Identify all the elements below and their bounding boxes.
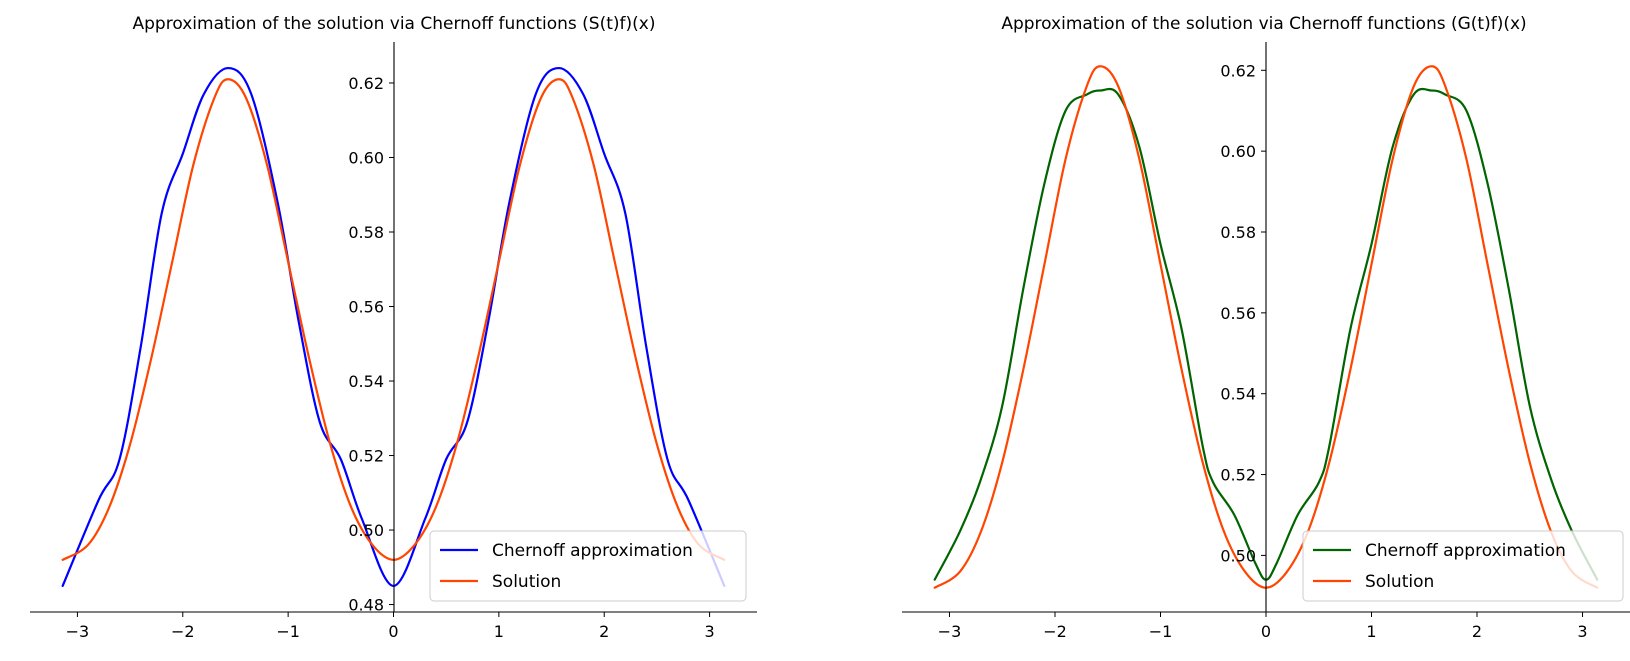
axes: −3 −2 −1 0 1 2 3 0.48 0.50 0.52 0.54 0.56 0.58 0.60 0.… — [30, 42, 757, 641]
chart-g: Approximation of the solution via Cherno… — [902, 14, 1630, 641]
x-tick-label: 0 — [1261, 622, 1271, 641]
y-tick-label: 0.58 — [1220, 223, 1256, 242]
axes: −3 −2 −1 0 1 2 3 0.50 0.52 0.54 0.56 0.58 0.60 0.62 — [902, 42, 1630, 641]
x-tick-label: −1 — [276, 622, 300, 641]
y-tick-label: 0.54 — [348, 372, 384, 391]
legend: Chernoff approximation Solution — [1302, 530, 1624, 602]
x-tick-label: 3 — [704, 622, 714, 641]
x-tick-label: 2 — [1472, 622, 1482, 641]
x-tick-label: 1 — [494, 622, 504, 641]
x-tick-label: 0 — [388, 622, 398, 641]
x-tick-label: 1 — [1366, 622, 1376, 641]
y-tick-label: 0.62 — [348, 74, 384, 93]
x-tick-label: −1 — [1149, 622, 1173, 641]
legend-label: Chernoff approximation — [1365, 541, 1566, 561]
y-tick-label: 0.56 — [1220, 304, 1256, 323]
x-tick-label: −3 — [938, 622, 962, 641]
legend-box — [1302, 530, 1624, 602]
legend-box — [429, 530, 747, 602]
chart-title: Approximation of the solution via Cherno… — [133, 14, 656, 34]
y-tick-label: 0.52 — [1220, 466, 1256, 485]
y-tick-label: 0.58 — [348, 223, 384, 242]
legend-label: Solution — [1365, 572, 1434, 592]
legend-label: Solution — [492, 572, 561, 592]
y-tick-label: 0.54 — [1220, 385, 1256, 404]
x-tick-label: −3 — [66, 622, 90, 641]
y-tick-label: 0.60 — [1220, 142, 1256, 161]
x-tick-label: −2 — [171, 622, 195, 641]
legend: Chernoff approximation Solution — [429, 530, 747, 602]
x-tick-label: 2 — [599, 622, 609, 641]
y-tick-label: 0.60 — [348, 148, 384, 167]
legend-label: Chernoff approximation — [492, 541, 693, 561]
y-tick-label: 0.62 — [1220, 61, 1256, 80]
y-tick-label: 0.50 — [348, 521, 384, 540]
x-tick-label: 3 — [1577, 622, 1587, 641]
y-tick-label: 0.52 — [348, 447, 384, 466]
y-tick-label: 0.48 — [348, 596, 384, 615]
chart-title: Approximation of the solution via Cherno… — [1001, 14, 1526, 34]
x-tick-label: −2 — [1043, 622, 1067, 641]
chart-s: Approximation of the solution via Cherno… — [30, 14, 757, 641]
y-tick-label: 0.50 — [1220, 546, 1256, 565]
y-tick-label: 0.56 — [348, 298, 384, 317]
